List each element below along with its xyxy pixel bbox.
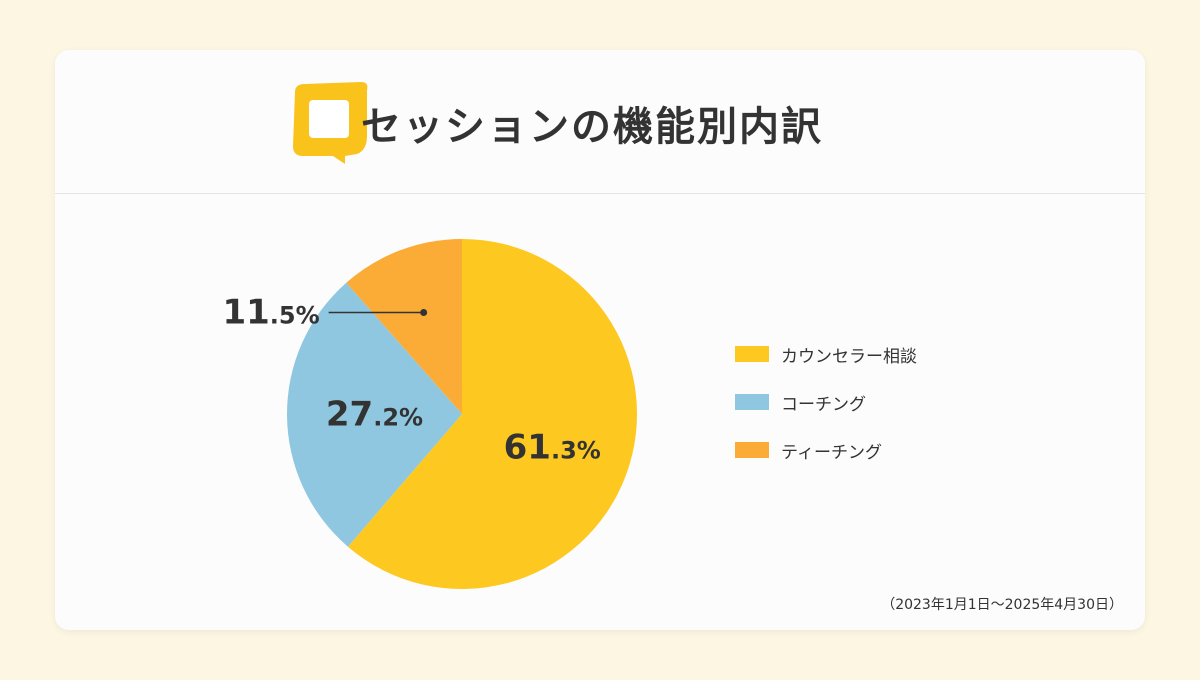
page-title: セッションの機能別内訳 <box>361 104 823 150</box>
legend-label: ティーチング <box>781 442 882 463</box>
pie-slice <box>286 282 462 547</box>
chart-legend: カウンセラー相談 コーチングティーチング <box>735 330 917 474</box>
legend-swatch <box>735 442 769 458</box>
speech-bubble-logo-icon <box>293 82 368 164</box>
legend-item: コーチング <box>735 378 917 426</box>
slice-percent-label: 61.3% <box>504 427 601 467</box>
pie-chart: 61.3% 27.2% 11.5% <box>222 239 637 590</box>
legend-label: カウンセラー相談 <box>781 346 917 367</box>
leader-dot <box>420 309 428 317</box>
legend-swatch <box>735 346 769 362</box>
chart-card: セッションの機能別内訳 61.3% 27.2% 11.5% カウンセラー相談 コーチン… <box>55 50 1145 630</box>
legend-swatch <box>735 394 769 410</box>
chart-header: セッションの機能別内訳 <box>55 50 1145 194</box>
slice-percent-label: 11.5% <box>222 293 319 333</box>
legend-label: コーチング <box>781 394 866 415</box>
slice-percent-label: 27.2% <box>326 395 423 435</box>
legend-item: ティーチング <box>735 426 917 474</box>
pie-slice <box>347 239 637 590</box>
date-range-footnote: （2023年1月1日～2025年4月30日） <box>881 597 1123 613</box>
pie-slice <box>346 239 462 414</box>
legend-item: カウンセラー相談 <box>735 330 917 378</box>
